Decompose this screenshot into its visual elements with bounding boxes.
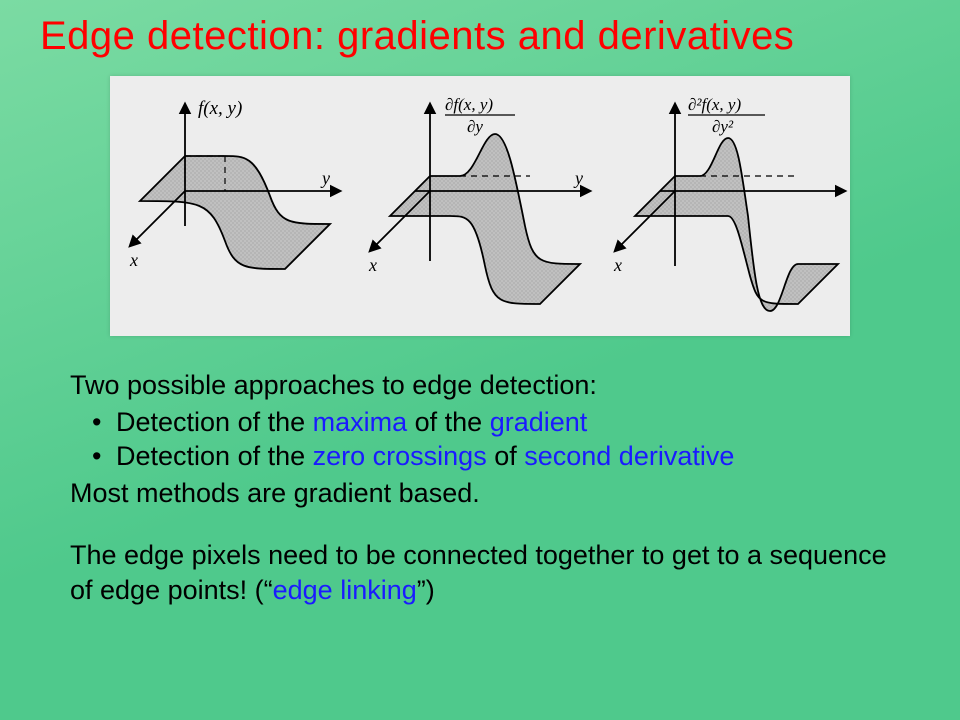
svg-text:f(x, y): f(x, y)	[198, 98, 242, 119]
slide-title: Edge detection: gradients and derivative…	[40, 14, 920, 59]
highlight-edge-linking: edge linking	[273, 575, 417, 605]
svg-text:y: y	[320, 168, 330, 188]
approach-list: Detection of the maxima of the gradient …	[70, 405, 900, 474]
text: of	[487, 441, 525, 471]
svg-text:∂y: ∂y	[467, 117, 483, 136]
intro-line: Two possible approaches to edge detectio…	[70, 368, 900, 403]
svg-text:x: x	[129, 250, 138, 270]
svg-text:∂y²: ∂y²	[712, 117, 734, 136]
highlight-maxima: maxima	[313, 407, 408, 437]
bullet-zero-crossings: Detection of the zero crossings of secon…	[116, 439, 900, 474]
highlight-gradient: gradient	[490, 407, 588, 437]
svg-text:x: x	[368, 255, 377, 275]
text: of the	[407, 407, 490, 437]
figure-svg: f(x, y) y x ∂f(x, y) ∂y	[110, 76, 850, 336]
edge-linking-para: The edge pixels need to be connected tog…	[70, 538, 900, 607]
body-text: Two possible approaches to edge detectio…	[70, 368, 900, 607]
derivative-figure: f(x, y) y x ∂f(x, y) ∂y	[110, 76, 850, 336]
text: Detection of the	[116, 441, 313, 471]
svg-text:y: y	[573, 168, 583, 188]
svg-text:x: x	[613, 255, 622, 275]
bullet-maxima: Detection of the maxima of the gradient	[116, 405, 900, 440]
highlight-second-derivative: second derivative	[524, 441, 734, 471]
text: Detection of the	[116, 407, 313, 437]
svg-text:∂²f(x, y): ∂²f(x, y)	[688, 95, 741, 114]
spacer	[70, 510, 900, 538]
svg-text:∂f(x, y): ∂f(x, y)	[445, 95, 493, 114]
slide: Edge detection: gradients and derivative…	[0, 0, 960, 720]
text: The edge pixels need to be connected tog…	[70, 540, 887, 605]
gradient-based-line: Most methods are gradient based.	[70, 476, 900, 511]
text: ”)	[417, 575, 435, 605]
highlight-zero-crossings: zero crossings	[313, 441, 487, 471]
